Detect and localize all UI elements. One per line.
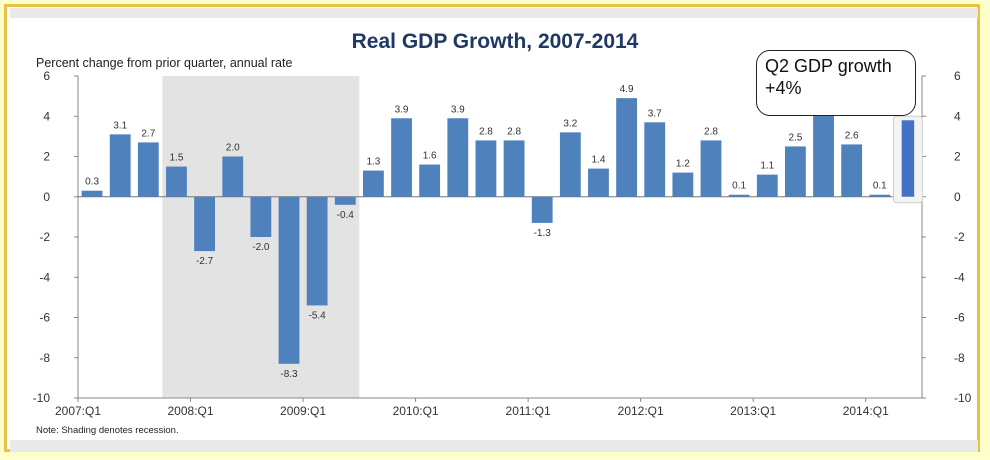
data-label: 2.5 (788, 132, 802, 143)
data-label: -1.3 (534, 228, 552, 239)
chart-subtitle: Percent change from prior quarter, annua… (36, 56, 292, 70)
data-label: 3.9 (395, 104, 409, 115)
bar-2009-q2 (334, 196, 356, 205)
bottom-band (10, 440, 978, 452)
y-tick-label-left: -4 (39, 270, 50, 284)
y-tick-label-right: 0 (954, 190, 961, 204)
bar-2013-q3 (813, 114, 834, 197)
data-label: -8.3 (280, 369, 298, 380)
bar-2009-q4 (391, 118, 412, 197)
y-tick-label-right: 6 (954, 69, 961, 83)
chart-note: Note: Shading denotes recession. (36, 425, 179, 436)
bar-2013-q2 (784, 146, 806, 197)
bar-2013-q4 (841, 144, 863, 197)
bar-2010-q4 (503, 140, 525, 197)
data-label: 3.9 (451, 104, 465, 115)
y-tick-label-left: -2 (39, 230, 50, 244)
data-label: 2.8 (507, 126, 521, 137)
bar-2007-q3 (137, 142, 159, 197)
y-tick-label-left: -8 (39, 351, 50, 365)
bar-2007-q4 (166, 166, 187, 197)
y-tick-label-right: -4 (954, 270, 965, 284)
x-tick-label: 2014:Q1 (843, 404, 889, 418)
y-tick-label-right: -10 (954, 391, 972, 405)
bar-2010-q3 (475, 140, 497, 197)
y-tick-label-right: 2 (954, 150, 961, 164)
data-label: 1.4 (592, 155, 606, 166)
bar-2011-q2 (559, 132, 581, 197)
x-tick-label: 2013:Q1 (730, 404, 776, 418)
x-tick-label: 2007:Q1 (55, 404, 101, 418)
data-label: 1.2 (676, 159, 690, 170)
x-tick-label: 2010:Q1 (393, 404, 439, 418)
x-tick-label: 2012:Q1 (618, 404, 664, 418)
data-label: 4.9 (620, 84, 634, 95)
bar-2012-q4 (728, 194, 750, 197)
bar-2012-q3 (700, 140, 722, 197)
data-label: 1.1 (760, 161, 774, 172)
data-label: -2.7 (196, 256, 214, 267)
y-tick-label-left: 6 (43, 69, 50, 83)
data-label: 2.6 (845, 130, 859, 141)
top-band (10, 8, 978, 18)
bar-2010-q2 (447, 118, 469, 197)
chart-title: Real GDP Growth, 2007-2014 (352, 30, 639, 53)
data-label: 2.7 (141, 128, 155, 139)
data-label: -5.4 (309, 310, 327, 321)
callout-box: Q2 GDP growth +4% (756, 50, 916, 116)
callout-text: Q2 GDP growth +4% (765, 56, 892, 98)
y-tick-label-right: -6 (954, 311, 965, 325)
bar-2010-q1 (419, 164, 441, 197)
bar-2013-q1 (756, 174, 778, 197)
data-label: 1.6 (423, 151, 437, 162)
bar-2014-q2 (901, 120, 915, 197)
bar-2011-q4 (616, 98, 638, 197)
bar-2009-q1 (306, 196, 328, 306)
y-tick-label-left: -10 (33, 391, 51, 405)
data-label: 3.2 (563, 118, 577, 129)
bar-2007-q1 (81, 190, 103, 197)
data-label: 3.1 (113, 120, 127, 131)
bar-2008-q1 (194, 196, 216, 252)
data-label: 2.8 (479, 126, 493, 137)
bar-2008-q2 (222, 156, 244, 197)
y-tick-label-right: 4 (954, 109, 961, 123)
bar-2009-q3 (362, 170, 384, 197)
data-label: 0.1 (873, 181, 887, 192)
x-tick-label: 2008:Q1 (168, 404, 214, 418)
bar-2008-q3 (250, 196, 272, 237)
bar-2014-q1 (869, 194, 891, 197)
y-tick-label-left: 2 (43, 150, 50, 164)
y-tick-label-right: -8 (954, 351, 965, 365)
bar-2007-q2 (109, 134, 131, 197)
bar-2012-q2 (672, 172, 694, 197)
data-label: 0.1 (732, 181, 746, 192)
bar-2012-q1 (644, 122, 666, 197)
y-tick-label-left: -6 (39, 311, 50, 325)
bar-2011-q3 (588, 168, 609, 197)
data-label: -0.4 (337, 210, 355, 221)
y-tick-label-left: 4 (43, 109, 50, 123)
x-tick-label: 2011:Q1 (506, 404, 551, 418)
y-tick-label-right: -2 (954, 230, 965, 244)
data-label: 2.8 (704, 126, 718, 137)
data-label: 1.5 (170, 153, 184, 164)
data-label: 1.3 (366, 157, 380, 168)
y-tick-label-left: 0 (43, 190, 50, 204)
data-label: 0.3 (85, 177, 99, 188)
x-tick-label: 2009:Q1 (280, 404, 326, 418)
data-label: 2.0 (226, 143, 240, 154)
data-label: 3.7 (648, 108, 662, 119)
bar-2011-q1 (531, 196, 553, 223)
bar-2008-q4 (278, 196, 300, 364)
data-label: -2.0 (252, 242, 270, 253)
